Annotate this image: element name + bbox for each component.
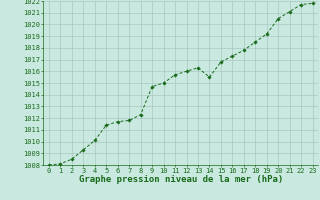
X-axis label: Graphe pression niveau de la mer (hPa): Graphe pression niveau de la mer (hPa) <box>79 175 283 184</box>
